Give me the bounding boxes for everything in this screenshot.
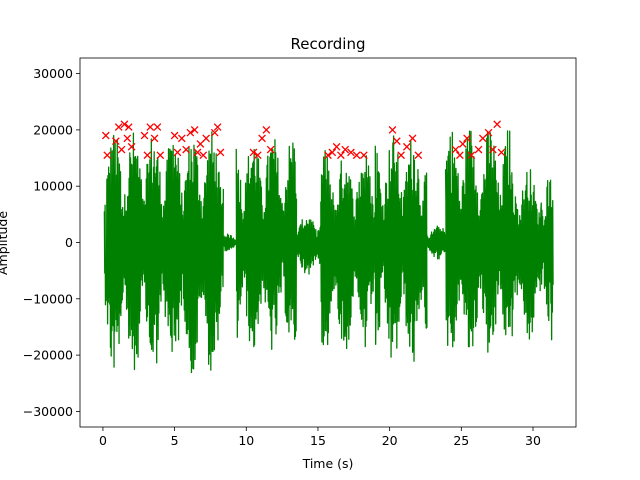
peak-marker	[124, 123, 133, 131]
peak-marker	[170, 131, 179, 140]
x-tick-label: 20	[382, 433, 398, 448]
peak-marker	[328, 148, 337, 157]
waveform-segment	[222, 233, 237, 252]
peak-marker	[186, 128, 195, 137]
peak-marker	[474, 145, 483, 154]
peak-marker	[103, 151, 112, 160]
waveform-series	[103, 130, 554, 374]
y-tick-label: 30000	[33, 66, 73, 81]
chart-title: Recording	[290, 35, 365, 53]
peak-marker	[182, 145, 190, 154]
x-axis-label: Time (s)	[302, 456, 354, 471]
waveform-segment	[295, 219, 322, 275]
peak-marker	[249, 148, 258, 157]
waveform-segment	[374, 135, 428, 362]
peak-marker	[146, 123, 155, 131]
peak-marker	[156, 151, 165, 160]
peak-marker	[467, 151, 476, 160]
waveform-segment	[539, 179, 554, 341]
peak-marker	[352, 151, 361, 160]
x-tick-label: 15	[310, 433, 326, 448]
peak-marker	[196, 140, 205, 148]
peak-marker	[140, 131, 149, 140]
peak-marker	[402, 142, 411, 151]
y-tick-label: −20000	[23, 348, 73, 363]
waveform-segment	[235, 139, 298, 350]
peak-marker	[347, 148, 355, 157]
peak-marker	[451, 145, 460, 154]
peak-marker	[456, 151, 464, 160]
peak-marker	[101, 131, 110, 140]
plot-area	[79, 57, 577, 428]
y-tick-label: −10000	[23, 291, 73, 306]
peak-marker	[173, 148, 182, 157]
peak-marker	[493, 120, 502, 129]
peak-marker	[190, 126, 199, 134]
peak-marker	[478, 134, 487, 143]
peak-marker	[193, 148, 202, 157]
waveform-segment	[444, 130, 511, 353]
x-tick-label: 30	[525, 433, 541, 448]
peak-marker	[497, 148, 506, 157]
peak-marker	[127, 142, 136, 151]
y-tick-label: 0	[65, 235, 73, 250]
peak-marker	[258, 134, 266, 143]
x-tick-label: 5	[171, 433, 179, 448]
y-tick-label: 20000	[33, 122, 73, 137]
peak-marker	[199, 151, 208, 160]
waveform-segment	[426, 225, 447, 260]
waveform-segment	[103, 131, 224, 374]
x-tick-label: 25	[453, 433, 469, 448]
peak-marker	[177, 134, 186, 143]
y-axis: −30000 −20000 −10000 0 10000 20000 30000	[23, 66, 80, 419]
peak-marker	[111, 137, 120, 146]
peak-marker	[120, 120, 129, 129]
peak-marker	[414, 151, 423, 160]
peak-marker	[488, 145, 497, 154]
peak-marker	[359, 151, 368, 160]
peak-marker	[484, 128, 493, 137]
peak-marker	[202, 134, 211, 143]
peak-marker	[388, 126, 397, 134]
peak-marker	[216, 148, 225, 157]
x-axis: 0 5 10 15 20 25 30	[99, 427, 541, 448]
peak-marker	[117, 145, 126, 154]
peak-marker	[458, 140, 467, 148]
peak-marker	[341, 145, 350, 154]
peak-marker	[114, 123, 123, 131]
y-tick-label: −30000	[23, 404, 73, 419]
peak-marker	[266, 145, 275, 154]
peak-marker	[143, 151, 152, 160]
peak-marker	[392, 137, 401, 146]
peak-marker	[332, 142, 341, 151]
peak-marker	[210, 128, 219, 137]
peak-markers-series	[101, 120, 506, 160]
waveform-segment	[320, 150, 376, 350]
peak-marker	[408, 134, 417, 143]
peak-marker	[123, 134, 132, 143]
peak-marker	[213, 123, 222, 131]
peak-marker	[262, 126, 271, 134]
peak-marker	[463, 134, 471, 143]
peak-marker	[324, 151, 332, 160]
peak-marker	[153, 123, 162, 131]
y-tick-label: 10000	[33, 179, 73, 194]
peak-marker	[150, 134, 159, 143]
y-axis-label: Amplitude	[0, 211, 10, 275]
peak-marker	[397, 151, 405, 160]
x-tick-label: 0	[99, 433, 107, 448]
x-tick-label: 10	[238, 433, 254, 448]
waveform-segment	[509, 169, 541, 340]
peak-marker	[337, 151, 345, 160]
peak-marker	[253, 151, 262, 160]
